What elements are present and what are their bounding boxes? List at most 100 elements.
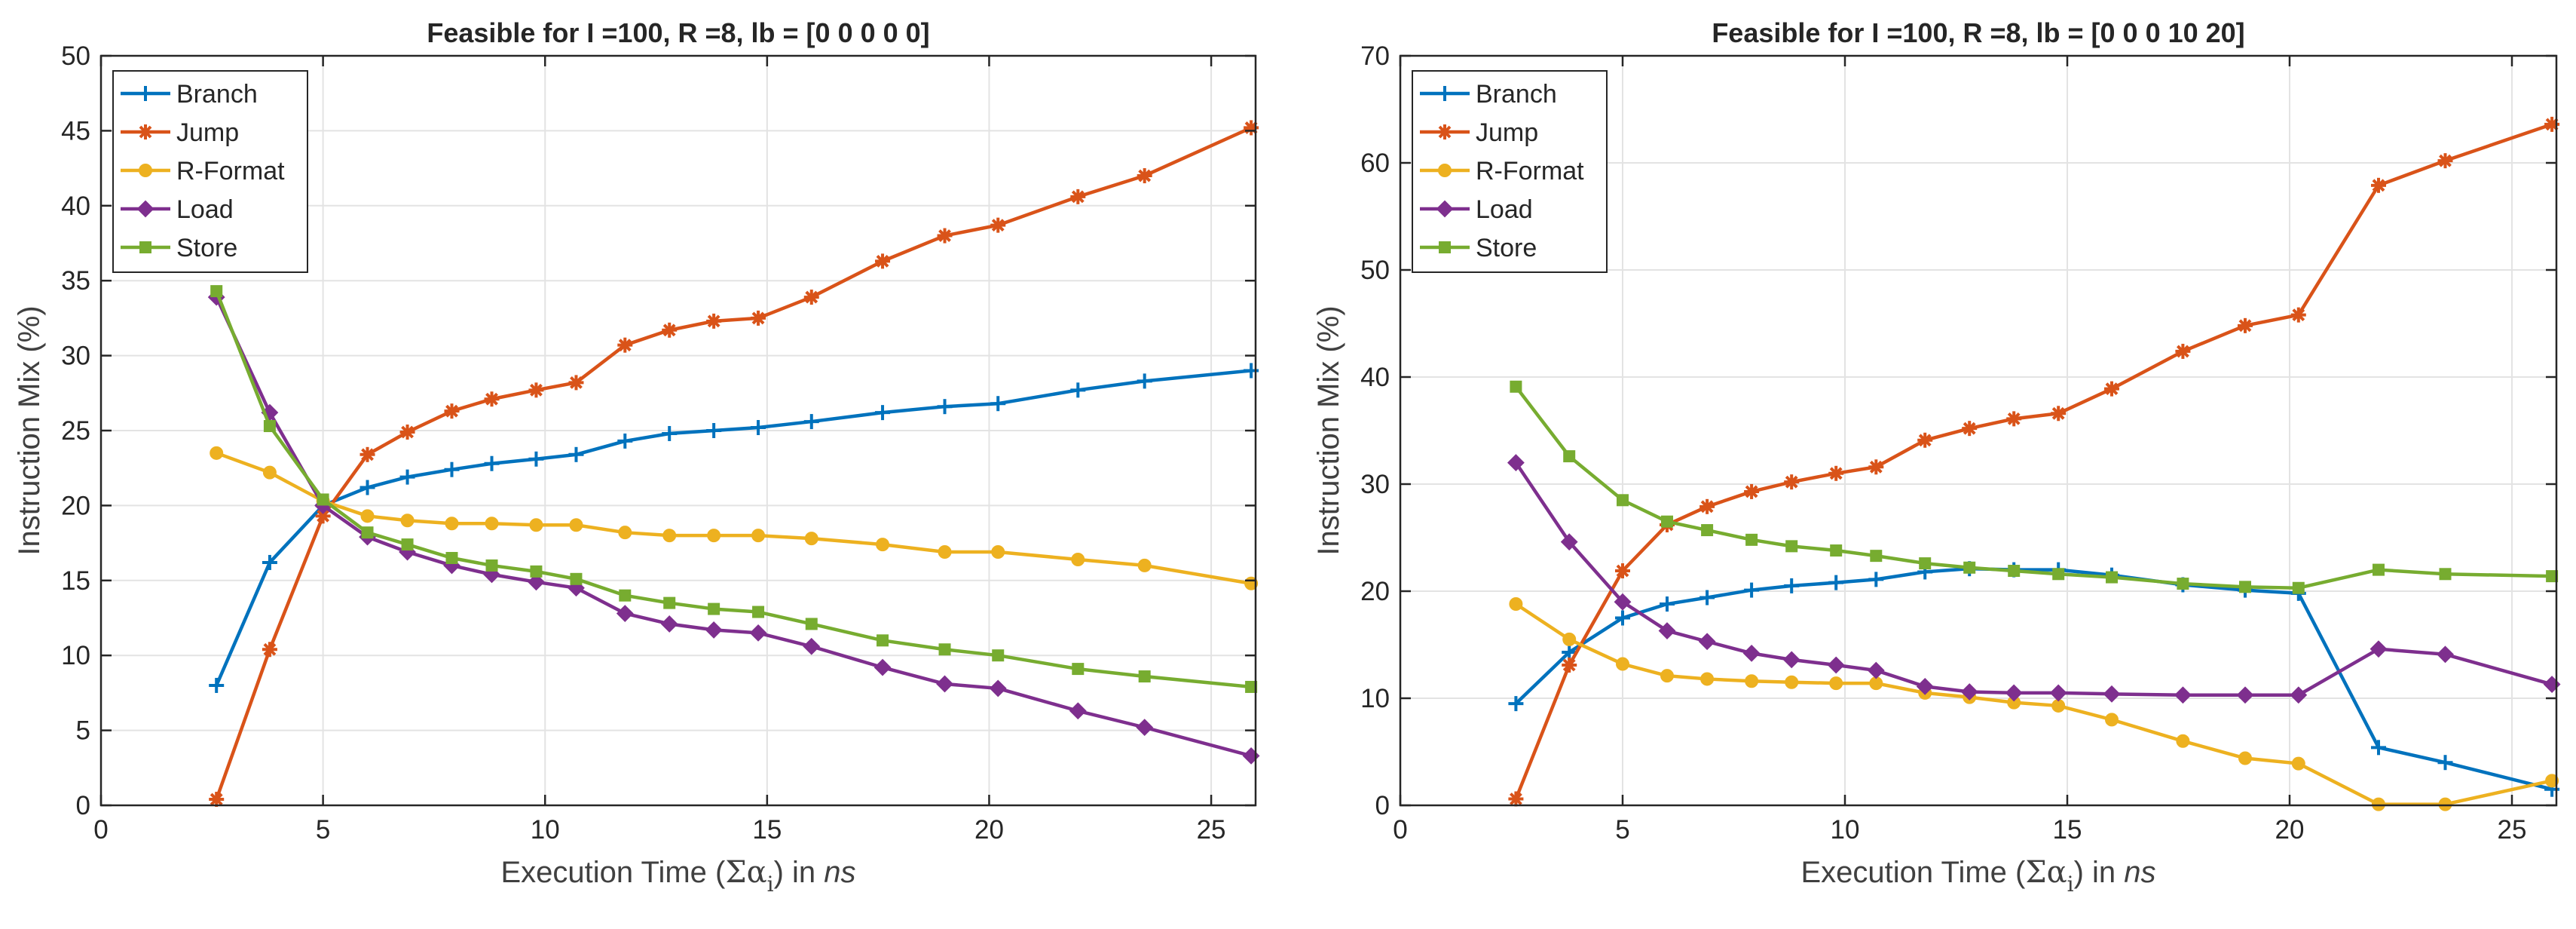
- data-point-branch: [568, 446, 584, 462]
- y-tick-label: 20: [61, 491, 90, 520]
- data-point-r-format: [1071, 552, 1085, 566]
- data-point-load: [2049, 684, 2067, 702]
- legend-item-jump: Jump: [121, 118, 239, 147]
- data-point-store: [992, 649, 1005, 662]
- data-point-r-format: [876, 538, 890, 552]
- axes-box: [1399, 54, 2558, 807]
- data-point-r-format: [618, 526, 632, 540]
- data-point-jump: [209, 792, 225, 808]
- data-point-r-format: [485, 517, 499, 531]
- x-tick-label: 0: [1393, 815, 1407, 845]
- legend-label: Load: [176, 195, 234, 224]
- series-store: [1510, 380, 2559, 594]
- series-line-store: [1514, 385, 2553, 590]
- data-point-jump: [2175, 343, 2191, 359]
- data-point-r-format: [662, 529, 677, 543]
- data-point-r-format: [2105, 713, 2119, 727]
- data-point-store: [1563, 450, 1576, 463]
- data-point-branch: [1868, 572, 1884, 587]
- data-point-load: [873, 658, 892, 676]
- y-tick-label: 35: [61, 266, 90, 296]
- data-point-branch: [1562, 644, 1577, 660]
- data-point-r-format: [938, 545, 952, 560]
- data-point-jump: [937, 228, 953, 244]
- data-point-jump: [751, 310, 766, 326]
- y-tick-label: 60: [1360, 149, 1390, 178]
- data-point-load: [705, 621, 723, 639]
- y-tick-label: 10: [61, 641, 90, 670]
- data-point-jump: [2104, 381, 2119, 397]
- y-tick-label: 20: [1360, 577, 1390, 606]
- legend-item-load: Load: [121, 195, 234, 224]
- legend: Branch Jump R-Format Load Store: [1412, 70, 1608, 273]
- data-point-r-format: [569, 518, 583, 532]
- y-tick-label: 15: [61, 566, 90, 596]
- data-point-branch: [1784, 578, 1800, 593]
- legend-item-store: Store: [1420, 234, 1537, 262]
- legend-label: Jump: [176, 118, 239, 147]
- data-point-jump: [2371, 177, 2386, 193]
- y-tick-label: 50: [61, 41, 90, 71]
- data-point-store: [317, 493, 329, 506]
- data-point-load: [2236, 686, 2254, 704]
- data-point-branch: [359, 480, 375, 495]
- y-axis-label: Instruction Mix (%): [1312, 305, 1345, 555]
- data-point-r-format: [2238, 751, 2252, 765]
- data-point-r-format: [707, 529, 721, 543]
- data-point-load: [1614, 593, 1632, 611]
- legend-item-branch: Branch: [1420, 80, 1557, 109]
- data-point-branch: [662, 425, 678, 441]
- data-point-store: [1830, 544, 1843, 557]
- data-point-r-format: [445, 517, 459, 531]
- data-point-jump: [1137, 168, 1152, 184]
- data-point-store: [1745, 533, 1758, 546]
- data-point-r-format: [2438, 797, 2452, 811]
- data-point-jump: [1508, 791, 1524, 807]
- data-point-branch: [1828, 575, 1844, 590]
- series-branch: [209, 363, 1259, 693]
- data-point-r-format: [991, 545, 1005, 560]
- y-tick-label: 30: [1360, 470, 1390, 499]
- data-point-load: [2005, 684, 2023, 702]
- data-point-load: [528, 573, 545, 591]
- data-point-store: [1617, 494, 1629, 507]
- data-point-store: [938, 643, 951, 656]
- data-point-load: [616, 605, 634, 622]
- data-point-load: [1742, 644, 1761, 662]
- data-point-jump: [990, 217, 1006, 233]
- legend-marker-load: [1436, 200, 1454, 218]
- data-point-store: [1701, 524, 1714, 537]
- data-point-store: [2239, 581, 2251, 593]
- data-point-r-format: [1509, 597, 1523, 612]
- data-point-store: [1785, 540, 1798, 553]
- legend-marker-store: [139, 241, 151, 253]
- y-tick-label: 10: [1360, 684, 1390, 713]
- legend-label: R-Format: [1476, 157, 1584, 185]
- data-point-store: [877, 634, 889, 647]
- data-point-r-format: [262, 465, 277, 480]
- data-point-r-format: [1785, 675, 1799, 689]
- data-point-store: [2292, 581, 2305, 594]
- data-point-load: [989, 679, 1007, 698]
- data-point-store: [1870, 550, 1883, 563]
- data-point-jump: [2051, 406, 2067, 422]
- data-point-load: [2103, 685, 2121, 703]
- data-point-load: [2174, 686, 2192, 704]
- data-point-jump: [1828, 465, 1844, 481]
- data-point-branch: [262, 554, 277, 570]
- chart-panel-right: 0 5 10 15 20 25 0 10 20 30 40 50 60 70 Feasible for I …: [1312, 17, 2561, 897]
- data-point-jump: [262, 642, 277, 658]
- y-axis-label: Instruction Mix (%): [13, 305, 46, 555]
- y-tick-label: 30: [61, 342, 90, 371]
- data-point-r-format: [400, 514, 415, 528]
- data-point-store: [663, 596, 676, 609]
- data-point-r-format: [1562, 632, 1577, 646]
- x-tick-label: 5: [316, 815, 330, 845]
- data-point-load: [936, 675, 953, 693]
- legend-item-r-format: R-Format: [1420, 157, 1584, 185]
- y-tick-label: 5: [76, 716, 90, 746]
- data-point-load: [2369, 640, 2388, 658]
- legend-marker-load: [136, 200, 154, 218]
- data-point-load: [1069, 702, 1087, 720]
